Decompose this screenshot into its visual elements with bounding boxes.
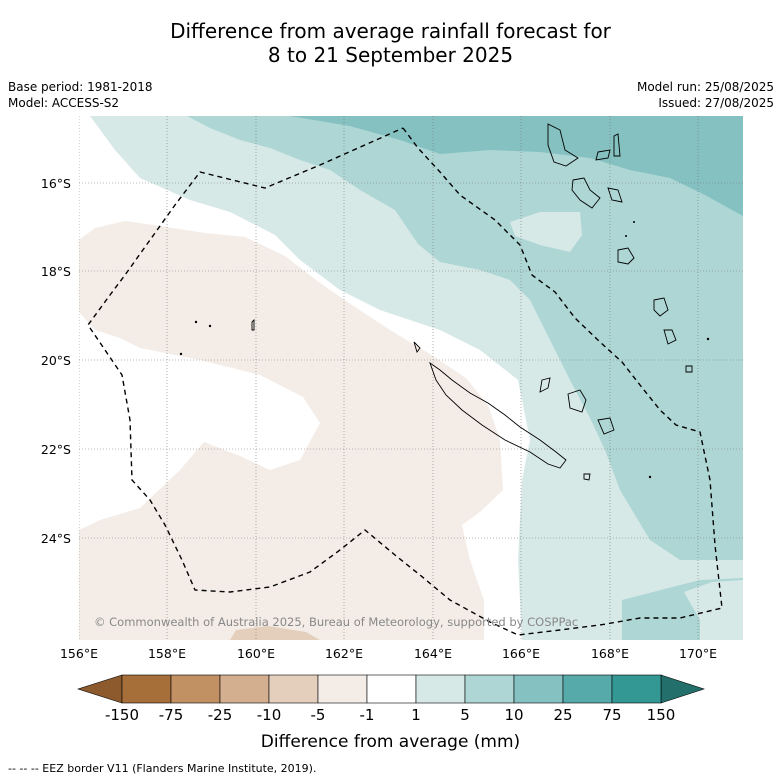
- vanuatu-island-8: [663, 329, 677, 345]
- map-area: [79, 116, 743, 640]
- islet-dot-3: [179, 352, 183, 356]
- loyalty-island-3: [597, 417, 615, 435]
- new-caledonia-island: [429, 361, 567, 469]
- colorbar-segment: [464, 674, 515, 704]
- lat-label-16: 16°S: [41, 176, 71, 191]
- meta-right: Model run: 25/08/2025 Issued: 27/08/2025: [637, 79, 774, 111]
- rain-band-wet-3: [290, 116, 743, 216]
- vanuatu-island-7: [653, 297, 669, 317]
- colorbar-tick-label: -150: [105, 706, 139, 724]
- colorbar-tick-label: 10: [504, 706, 523, 724]
- colorbar-tick-label: 150: [647, 706, 676, 724]
- lon-label-164: 164°E: [414, 646, 452, 661]
- vanuatu-island-1: [547, 123, 579, 167]
- issued-date: Issued: 27/08/2025: [658, 96, 774, 110]
- model-run: Model run: 25/08/2025: [636, 80, 774, 94]
- colorbar-tick-label: -10: [257, 706, 282, 724]
- colorbar-segment: [121, 674, 172, 704]
- rain-band-dry-south: [230, 626, 320, 640]
- colorbar-segment: [562, 674, 613, 704]
- colorbar: -150 -75 -25 -10 -5 -1 1 5 10 25 75 150: [77, 674, 705, 724]
- lat-labels: 16°S 18°S 20°S 22°S 24°S: [41, 176, 71, 546]
- loyalty-island-1: [539, 377, 551, 393]
- vanuatu-island-9: [685, 365, 693, 373]
- colorbar-segment: [219, 674, 270, 704]
- colorbar-segment: [366, 674, 417, 704]
- lon-label-168: 168°E: [591, 646, 629, 661]
- islet-dot-5: [706, 337, 710, 341]
- title-line-2: 8 to 21 September 2025: [267, 43, 514, 67]
- lat-label-24: 24°S: [41, 531, 71, 546]
- lon-label-156: 156°E: [60, 646, 98, 661]
- new-caledonia-islet: [413, 341, 421, 353]
- gridlines: [79, 116, 743, 640]
- lat-label-22: 22°S: [41, 442, 71, 457]
- islet-dot-1: [194, 320, 198, 324]
- loyalty-island-4: [583, 473, 591, 481]
- colorbar-label: Difference from average (mm): [260, 732, 521, 752]
- vanuatu-island-3: [613, 133, 621, 157]
- colorbar-segment: [415, 674, 466, 704]
- lon-label-160: 160°E: [237, 646, 275, 661]
- eez-border: [87, 127, 723, 636]
- rain-band-dry-west: [79, 221, 503, 640]
- lon-label-158: 158°E: [148, 646, 186, 661]
- colorbar-extend-low: [77, 674, 123, 704]
- vanuatu-island-6: [617, 247, 635, 265]
- islet-4: [251, 318, 255, 331]
- lon-label-162: 162°E: [325, 646, 363, 661]
- model-name: Model: ACCESS-S2: [8, 96, 120, 110]
- rain-band-moderate-inset: [510, 212, 582, 252]
- lon-label-166: 166°E: [502, 646, 540, 661]
- colorbar-segment: [317, 674, 368, 704]
- colorbar-segment: [513, 674, 564, 704]
- lat-label-20: 20°S: [41, 353, 71, 368]
- loyalty-island-2: [567, 389, 587, 413]
- meta-left: Base period: 1981-2018 Model: ACCESS-S2: [8, 79, 153, 111]
- colorbar-tick-label: 1: [411, 706, 421, 724]
- islet-dot-2: [208, 324, 212, 328]
- colorbar-tick-label: -75: [159, 706, 184, 724]
- colorbar-tick-label: 5: [460, 706, 470, 724]
- base-period: Base period: 1981-2018: [8, 80, 153, 94]
- copyright-text: © Commonwealth of Australia 2025, Bureau…: [94, 615, 578, 629]
- colorbar-tick-label: 75: [602, 706, 621, 724]
- chart-title: Difference from average rainfall forecas…: [0, 19, 781, 67]
- title-line-1: Difference from average rainfall forecas…: [170, 19, 611, 43]
- colorbar-segment: [268, 674, 319, 704]
- rain-band-wet-3-south: [622, 592, 700, 640]
- colorbar-tick-label: -5: [311, 706, 326, 724]
- vanuatu-island-2: [595, 149, 611, 161]
- colorbar-tick-label: 25: [553, 706, 572, 724]
- colorbar-tick-label: -25: [208, 706, 233, 724]
- islet-dot-7: [625, 235, 627, 237]
- colorbar-tick-label: -1: [360, 706, 375, 724]
- islet-dot-6: [648, 475, 652, 479]
- eez-legend-note: -- -- -- EEZ border V11 (Flanders Marine…: [8, 762, 317, 775]
- colorbar-segment: [611, 674, 662, 704]
- lat-label-18: 18°S: [41, 264, 71, 279]
- colorbar-segment: [170, 674, 221, 704]
- rain-band-light-south: [684, 580, 743, 640]
- rain-band-wet-2: [187, 116, 743, 640]
- vanuatu-island-5: [607, 187, 623, 203]
- lon-label-170: 170°E: [679, 646, 717, 661]
- islet-dot-8: [633, 221, 635, 223]
- lon-labels: 156°E 158°E 160°E 162°E 164°E 166°E 168°…: [60, 646, 717, 661]
- colorbar-extend-high: [660, 674, 705, 704]
- vanuatu-island-4: [571, 177, 601, 209]
